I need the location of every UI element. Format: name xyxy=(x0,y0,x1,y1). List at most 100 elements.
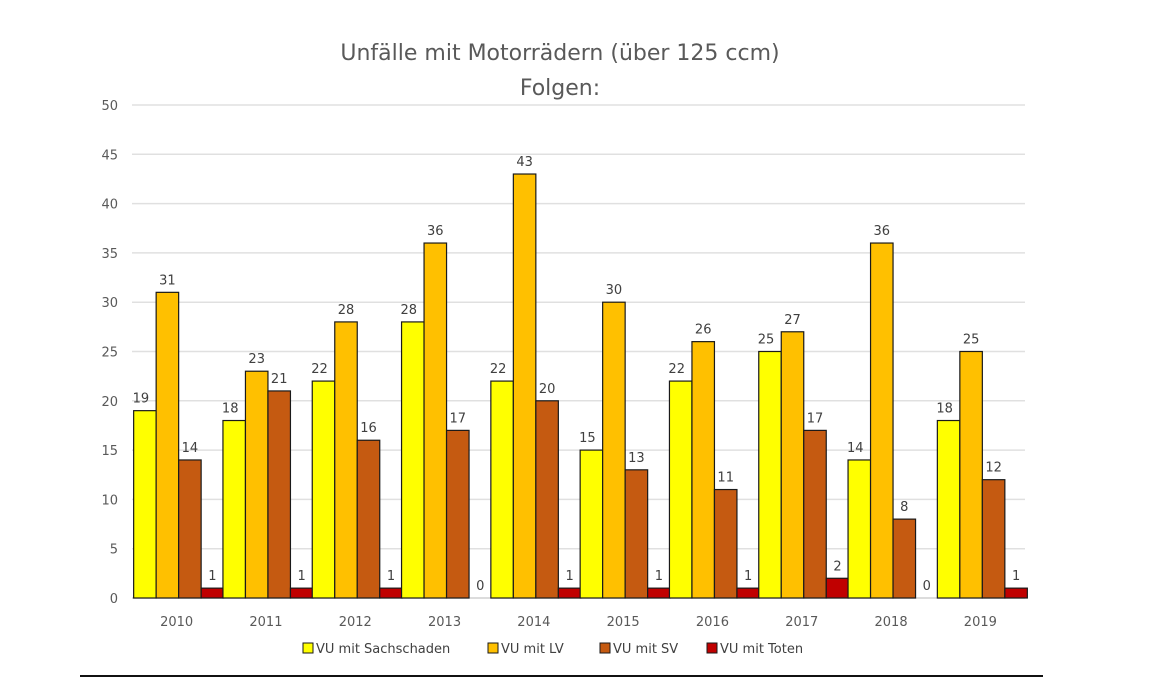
x-tick-label: 2017 xyxy=(785,615,818,630)
chart-subtitle: Folgen: xyxy=(520,76,600,101)
chart-title: Unfälle mit Motorrädern (über 125 ccm) xyxy=(340,41,779,66)
legend-swatch xyxy=(599,642,611,654)
bar-vu-mit-sachschaden-2012 xyxy=(311,380,336,599)
data-label: 27 xyxy=(784,313,801,328)
bar-vu-mit-lv-2016 xyxy=(691,341,716,599)
data-labels: 1931141182321122281612836170224320115301… xyxy=(133,155,1021,594)
bar-vu-mit-toten-2015 xyxy=(647,587,671,599)
data-label: 26 xyxy=(695,323,712,338)
data-label: 15 xyxy=(579,431,596,446)
bar-vu-mit-sachschaden-2017 xyxy=(758,350,782,599)
data-label: 8 xyxy=(900,500,908,515)
data-label: 1 xyxy=(565,569,573,584)
data-label: 1 xyxy=(1012,569,1020,584)
bar-vu-mit-sv-2017 xyxy=(803,429,827,599)
data-label: 36 xyxy=(427,224,444,239)
x-tick-label: 2010 xyxy=(160,615,193,630)
legend-label: VU mit SV xyxy=(613,642,678,657)
bar-vu-mit-sv-2010 xyxy=(178,459,202,599)
data-label: 22 xyxy=(490,362,507,377)
data-label: 25 xyxy=(758,333,775,348)
y-tick-label: 0 xyxy=(110,592,118,607)
y-tick-label: 30 xyxy=(101,296,118,311)
data-label: 17 xyxy=(807,411,824,426)
bar-vu-mit-lv-2018 xyxy=(869,242,894,599)
data-label: 1 xyxy=(387,569,395,584)
bar-vu-mit-sachschaden-2014 xyxy=(490,380,514,599)
bar-vu-mit-lv-2015 xyxy=(602,301,626,599)
bar-vu-mit-sv-2012 xyxy=(356,439,381,599)
data-label: 18 xyxy=(222,402,239,417)
y-tick-label: 40 xyxy=(101,198,118,213)
y-tick-label: 45 xyxy=(101,148,118,163)
bar-vu-mit-sachschaden-2010 xyxy=(133,410,157,599)
data-label: 1 xyxy=(208,569,216,584)
data-label: 17 xyxy=(450,411,467,426)
bar-vu-mit-sachschaden-2018 xyxy=(847,459,872,599)
data-label: 36 xyxy=(874,224,891,239)
data-label: 43 xyxy=(516,155,533,170)
data-label: 13 xyxy=(628,451,645,466)
bar-vu-mit-lv-2010 xyxy=(155,291,180,599)
data-label: 11 xyxy=(717,471,734,486)
y-tick-label: 10 xyxy=(101,493,118,508)
y-tick-label: 25 xyxy=(101,346,118,361)
y-tick-label: 50 xyxy=(101,99,118,114)
data-label: 1 xyxy=(298,569,306,584)
bar-vu-mit-sv-2016 xyxy=(713,488,738,599)
legend-swatch xyxy=(706,642,718,654)
data-label: 22 xyxy=(668,362,685,377)
bar-vu-mit-toten-2010 xyxy=(200,587,225,599)
bar-vu-mit-sv-2019 xyxy=(981,479,1006,599)
x-tick-label: 2012 xyxy=(339,615,372,630)
bar-vu-mit-toten-2011 xyxy=(289,587,314,599)
bar-vu-mit-sachschaden-2016 xyxy=(668,380,693,599)
data-label: 21 xyxy=(271,372,288,387)
legend-label: VU mit Sachschaden xyxy=(316,642,450,657)
bar-vu-mit-lv-2011 xyxy=(244,370,269,599)
data-label: 18 xyxy=(936,402,953,417)
data-label: 0 xyxy=(923,579,931,594)
bar-vu-mit-sv-2015 xyxy=(624,469,649,599)
bar-vu-mit-sv-2014 xyxy=(535,400,559,599)
bar-vu-mit-lv-2014 xyxy=(512,173,537,599)
data-label: 25 xyxy=(963,333,980,348)
y-tick-label: 20 xyxy=(101,395,118,410)
bottom-rule xyxy=(80,675,1043,677)
data-label: 2 xyxy=(833,559,841,574)
bar-vu-mit-lv-2013 xyxy=(423,242,448,599)
bar-vu-mit-sachschaden-2019 xyxy=(936,419,961,599)
legend-label: VU mit Toten xyxy=(720,642,803,657)
data-label: 16 xyxy=(360,421,377,436)
data-label: 1 xyxy=(744,569,752,584)
data-label: 14 xyxy=(182,441,199,456)
bar-vu-mit-sv-2018 xyxy=(892,518,917,599)
bar-vu-mit-sachschaden-2013 xyxy=(400,321,425,599)
bar-vu-mit-sv-2011 xyxy=(267,390,292,599)
bars xyxy=(133,173,1028,599)
bar-vu-mit-toten-2014 xyxy=(557,587,582,599)
y-tick-label: 15 xyxy=(101,444,118,459)
data-label: 14 xyxy=(847,441,864,456)
x-tick-label: 2018 xyxy=(875,615,908,630)
data-label: 23 xyxy=(248,352,265,367)
y-tick-label: 5 xyxy=(110,543,118,558)
data-label: 0 xyxy=(476,579,484,594)
data-label: 19 xyxy=(133,392,150,407)
legend-label: VU mit LV xyxy=(501,642,564,657)
data-label: 28 xyxy=(401,303,418,318)
data-label: 30 xyxy=(606,283,623,298)
bar-vu-mit-toten-2012 xyxy=(379,587,403,599)
legend: VU mit Sachschaden VU mit LV VU mit SV VU m… xyxy=(302,642,803,657)
bar-vu-mit-sv-2013 xyxy=(445,429,470,599)
x-tick-label: 2015 xyxy=(607,615,640,630)
data-label: 31 xyxy=(159,273,176,288)
bar-vu-mit-toten-2017 xyxy=(825,577,850,599)
y-tick-label: 35 xyxy=(101,247,118,262)
x-tick-label: 2016 xyxy=(696,615,729,630)
legend-swatch xyxy=(302,642,314,654)
bar-vu-mit-toten-2016 xyxy=(736,587,761,599)
data-label: 22 xyxy=(311,362,328,377)
x-axis: 2010 2011 2012 2013 2014 2015 2016 2017 2018 2019 xyxy=(160,615,997,630)
